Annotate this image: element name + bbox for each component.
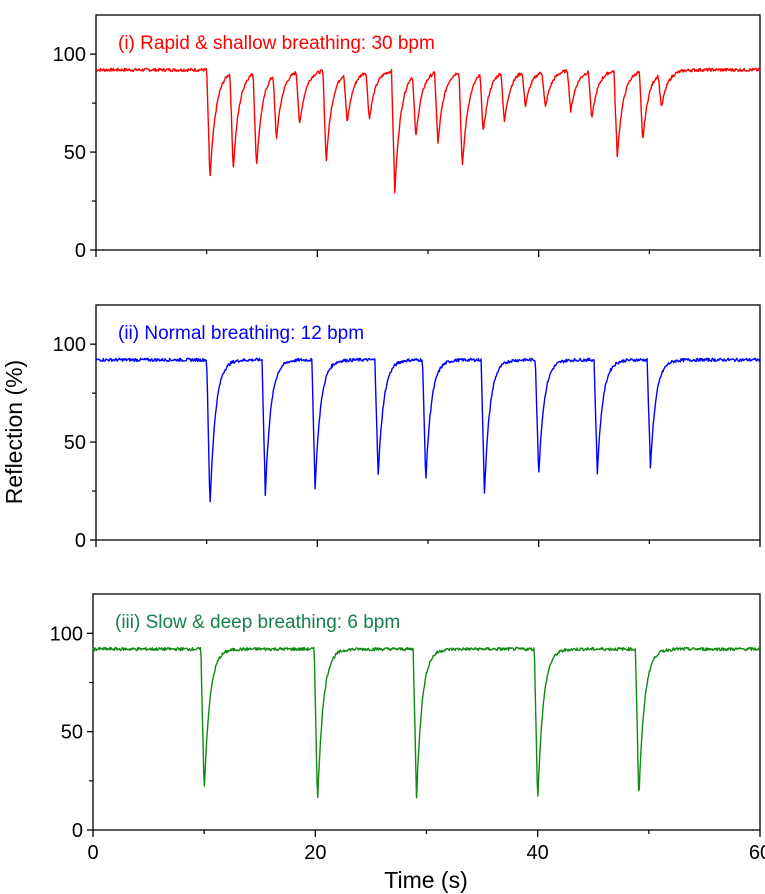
y-tick-label: 50 xyxy=(64,142,86,164)
x-tick-label: 40 xyxy=(527,842,549,864)
y-axis-label: Reflection (%) xyxy=(1,360,27,504)
y-tick-label: 50 xyxy=(64,432,86,454)
series-line xyxy=(95,67,761,194)
panel-title: (iii) Slow & deep breathing: 6 bpm xyxy=(115,612,400,633)
x-tick-label: 0 xyxy=(87,842,98,864)
y-tick-label: 100 xyxy=(53,334,86,356)
y-tick-label: 50 xyxy=(61,722,83,744)
panel-1: 0 50 100 (i) Rapid & shallow breathing: 30 … xyxy=(53,14,761,262)
x-tick-label: 20 xyxy=(304,842,326,864)
panel-title: (ii) Normal breathing: 12 bpm xyxy=(118,323,364,344)
x-axis-label: Time (s) xyxy=(384,867,467,893)
y-tick-label: 0 xyxy=(75,240,86,262)
y-tick-label: 0 xyxy=(72,820,83,842)
series-line xyxy=(95,357,761,503)
panel-title: (i) Rapid & shallow breathing: 30 bpm xyxy=(118,33,435,54)
y-tick-label: 0 xyxy=(75,530,86,552)
x-tick-label: 60 xyxy=(749,842,765,864)
y-tick-label: 100 xyxy=(53,44,86,66)
panel-3: 0 20 40 60 0 50 100 (iii) Slow & deep breathing… xyxy=(50,593,765,864)
panel-2: 0 50 100 (ii) Normal breathing: 12 bpm xyxy=(53,304,761,552)
y-tick-label: 100 xyxy=(50,623,83,645)
series-line xyxy=(92,646,761,799)
